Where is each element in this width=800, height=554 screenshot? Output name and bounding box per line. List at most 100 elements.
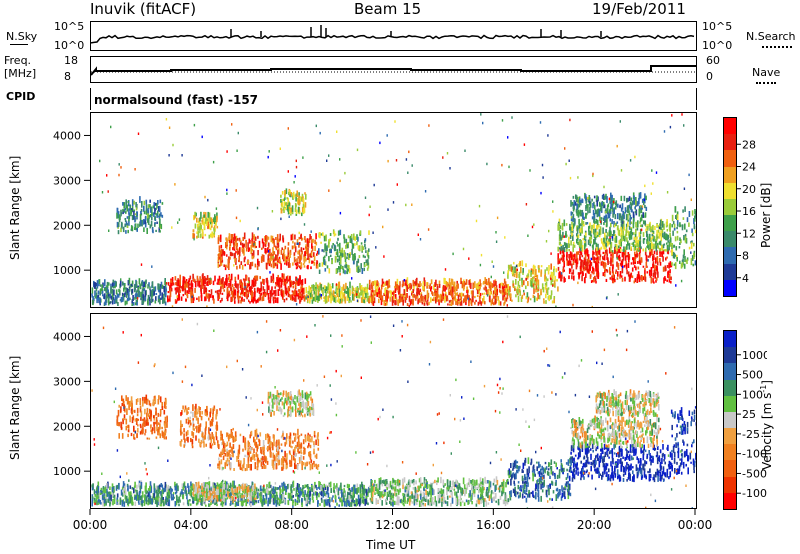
power-speck xyxy=(419,238,422,241)
power-cell xyxy=(437,294,440,298)
power-cell xyxy=(91,295,93,298)
power-cell xyxy=(455,301,457,305)
power-cell xyxy=(594,257,596,261)
power-cell xyxy=(328,239,330,245)
power-cell xyxy=(190,297,193,304)
power-cell xyxy=(588,226,590,232)
power-cell xyxy=(383,300,385,306)
power-cell xyxy=(300,247,303,252)
power-cell xyxy=(396,284,399,290)
power-cell xyxy=(338,255,341,262)
velocity-cell xyxy=(282,486,285,492)
power-cell xyxy=(576,203,578,210)
power-cell xyxy=(395,285,397,291)
power-cell xyxy=(399,281,401,287)
power-cell xyxy=(123,210,126,213)
power-cell xyxy=(545,300,547,304)
velocity-cell xyxy=(277,487,280,490)
power-cell xyxy=(610,201,612,209)
power-cell xyxy=(238,256,240,263)
power-cell xyxy=(601,260,604,265)
power-cell xyxy=(137,223,139,228)
power-cell xyxy=(260,256,263,263)
power-cell xyxy=(250,245,252,252)
power-cell xyxy=(267,286,270,290)
power-cell xyxy=(648,223,651,228)
power-cell xyxy=(605,229,607,233)
power-cell xyxy=(598,229,601,237)
power-cell xyxy=(634,245,637,251)
power-cell xyxy=(368,279,371,284)
power-cell xyxy=(649,249,652,256)
power-cell xyxy=(156,213,158,218)
power-speck xyxy=(237,131,239,135)
velocity-cell xyxy=(106,483,108,489)
power-cell xyxy=(294,289,296,296)
power-cell xyxy=(622,227,624,230)
power-cell xyxy=(120,209,122,217)
power-cell xyxy=(150,290,153,297)
power-cell xyxy=(294,246,297,253)
power-cell xyxy=(217,292,219,298)
velocity-cell xyxy=(156,500,158,507)
power-cell xyxy=(512,266,514,272)
power-cell xyxy=(257,287,259,292)
power-cell xyxy=(372,300,375,306)
power-cell xyxy=(526,292,529,298)
power-cell xyxy=(573,254,575,257)
power-cell xyxy=(273,243,276,248)
power-cell xyxy=(605,214,607,219)
power-cell xyxy=(654,271,657,277)
power-cell xyxy=(560,246,563,251)
power-cell xyxy=(161,284,164,289)
power-cell xyxy=(553,296,556,299)
power-cell xyxy=(215,221,217,226)
velocity-cell xyxy=(355,502,357,507)
power-cell xyxy=(669,232,671,238)
power-cell xyxy=(369,296,372,303)
power-cell xyxy=(659,262,662,266)
power-cell xyxy=(356,266,358,273)
power-cell xyxy=(190,282,193,289)
power-cell xyxy=(597,272,600,279)
power-cell xyxy=(590,280,593,283)
power-cell xyxy=(285,281,287,285)
power-cell xyxy=(694,214,696,218)
power-cell xyxy=(627,213,629,220)
power-cell xyxy=(116,212,118,219)
power-cell xyxy=(200,224,202,230)
power-cell xyxy=(303,265,306,268)
power-cell xyxy=(272,238,274,241)
power-cell xyxy=(484,281,487,285)
power-cell xyxy=(638,194,641,200)
power-cell xyxy=(640,257,643,263)
power-speck xyxy=(296,278,298,281)
power-cell xyxy=(545,287,548,294)
power-cell xyxy=(281,247,283,250)
power-cell xyxy=(113,283,116,286)
power-cell xyxy=(490,301,493,306)
power-cell xyxy=(305,287,308,294)
velocity-cell xyxy=(109,486,111,490)
power-cell xyxy=(163,297,166,304)
power-cell xyxy=(96,296,98,304)
velocity-cell xyxy=(334,498,337,503)
power-cell xyxy=(315,241,318,246)
power-cell xyxy=(502,288,505,293)
velocity-cell xyxy=(342,497,345,503)
power-cell xyxy=(149,224,152,229)
velocity-cell xyxy=(238,489,241,496)
velocity-cell xyxy=(338,487,340,491)
velocity-cell xyxy=(196,499,199,504)
power-cell xyxy=(581,218,583,225)
power-cell xyxy=(355,287,357,291)
power-cell xyxy=(101,289,104,294)
power-cell xyxy=(586,203,588,209)
power-cell xyxy=(338,290,341,297)
power-cell xyxy=(251,290,253,298)
power-cell xyxy=(216,282,219,285)
power-speck xyxy=(386,134,388,137)
power-cell xyxy=(644,193,646,199)
power-speck xyxy=(120,166,122,169)
power-cell xyxy=(557,246,559,252)
